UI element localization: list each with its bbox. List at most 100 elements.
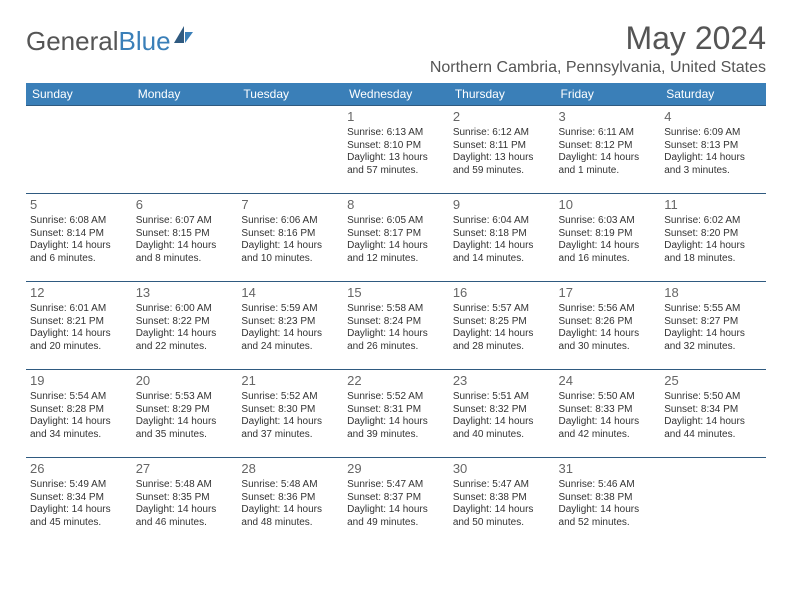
daylight-text: and 39 minutes. xyxy=(347,429,445,442)
sunset-text: Sunset: 8:23 PM xyxy=(241,316,339,329)
day-number: 31 xyxy=(559,461,657,477)
daylight-text: Daylight: 14 hours xyxy=(559,416,657,429)
day-header: Monday xyxy=(132,83,238,106)
daylight-text: and 8 minutes. xyxy=(136,253,234,266)
calendar-cell: 30Sunrise: 5:47 AMSunset: 8:38 PMDayligh… xyxy=(449,458,555,546)
sunset-text: Sunset: 8:19 PM xyxy=(559,228,657,241)
calendar-cell: 27Sunrise: 5:48 AMSunset: 8:35 PMDayligh… xyxy=(132,458,238,546)
sunset-text: Sunset: 8:36 PM xyxy=(241,492,339,505)
sunset-text: Sunset: 8:38 PM xyxy=(559,492,657,505)
calendar-cell: 12Sunrise: 6:01 AMSunset: 8:21 PMDayligh… xyxy=(26,282,132,370)
sunrise-text: Sunrise: 5:48 AM xyxy=(136,479,234,492)
sunset-text: Sunset: 8:22 PM xyxy=(136,316,234,329)
sunrise-text: Sunrise: 5:56 AM xyxy=(559,303,657,316)
daylight-text: and 57 minutes. xyxy=(347,165,445,178)
day-header: Sunday xyxy=(26,83,132,106)
logo-sail-icon xyxy=(173,21,195,52)
daylight-text: Daylight: 14 hours xyxy=(136,416,234,429)
day-number: 10 xyxy=(559,197,657,213)
sunrise-text: Sunrise: 5:51 AM xyxy=(453,391,551,404)
daylight-text: and 48 minutes. xyxy=(241,517,339,530)
daylight-text: and 20 minutes. xyxy=(30,341,128,354)
day-header: Wednesday xyxy=(343,83,449,106)
sunset-text: Sunset: 8:14 PM xyxy=(30,228,128,241)
logo-text-1: General xyxy=(26,26,119,57)
location-text: Northern Cambria, Pennsylvania, United S… xyxy=(430,59,766,77)
daylight-text: and 14 minutes. xyxy=(453,253,551,266)
day-header-row: SundayMondayTuesdayWednesdayThursdayFrid… xyxy=(26,83,766,106)
sunrise-text: Sunrise: 5:49 AM xyxy=(30,479,128,492)
sunrise-text: Sunrise: 5:58 AM xyxy=(347,303,445,316)
sunset-text: Sunset: 8:16 PM xyxy=(241,228,339,241)
day-header: Saturday xyxy=(660,83,766,106)
sunset-text: Sunset: 8:25 PM xyxy=(453,316,551,329)
daylight-text: Daylight: 14 hours xyxy=(664,416,762,429)
logo: GeneralBlue xyxy=(26,20,195,57)
sunrise-text: Sunrise: 6:13 AM xyxy=(347,127,445,140)
day-number: 8 xyxy=(347,197,445,213)
sunrise-text: Sunrise: 6:11 AM xyxy=(559,127,657,140)
sunrise-text: Sunrise: 5:53 AM xyxy=(136,391,234,404)
day-number: 20 xyxy=(136,373,234,389)
sunset-text: Sunset: 8:28 PM xyxy=(30,404,128,417)
calendar-cell: 25Sunrise: 5:50 AMSunset: 8:34 PMDayligh… xyxy=(660,370,766,458)
calendar-cell: 24Sunrise: 5:50 AMSunset: 8:33 PMDayligh… xyxy=(555,370,661,458)
sunrise-text: Sunrise: 5:52 AM xyxy=(241,391,339,404)
calendar-cell: 14Sunrise: 5:59 AMSunset: 8:23 PMDayligh… xyxy=(237,282,343,370)
sunrise-text: Sunrise: 6:07 AM xyxy=(136,215,234,228)
daylight-text: Daylight: 14 hours xyxy=(241,328,339,341)
daylight-text: Daylight: 14 hours xyxy=(136,328,234,341)
calendar-cell: 21Sunrise: 5:52 AMSunset: 8:30 PMDayligh… xyxy=(237,370,343,458)
sunrise-text: Sunrise: 5:52 AM xyxy=(347,391,445,404)
calendar-week-row: 26Sunrise: 5:49 AMSunset: 8:34 PMDayligh… xyxy=(26,458,766,546)
sunrise-text: Sunrise: 5:50 AM xyxy=(559,391,657,404)
sunset-text: Sunset: 8:21 PM xyxy=(30,316,128,329)
daylight-text: and 40 minutes. xyxy=(453,429,551,442)
daylight-text: and 30 minutes. xyxy=(559,341,657,354)
daylight-text: Daylight: 14 hours xyxy=(664,240,762,253)
daylight-text: Daylight: 14 hours xyxy=(241,240,339,253)
calendar-cell: 26Sunrise: 5:49 AMSunset: 8:34 PMDayligh… xyxy=(26,458,132,546)
daylight-text: and 59 minutes. xyxy=(453,165,551,178)
day-number: 15 xyxy=(347,285,445,301)
sunset-text: Sunset: 8:13 PM xyxy=(664,140,762,153)
sunset-text: Sunset: 8:24 PM xyxy=(347,316,445,329)
calendar-cell: 3Sunrise: 6:11 AMSunset: 8:12 PMDaylight… xyxy=(555,106,661,194)
sunrise-text: Sunrise: 6:02 AM xyxy=(664,215,762,228)
sunset-text: Sunset: 8:20 PM xyxy=(664,228,762,241)
daylight-text: Daylight: 14 hours xyxy=(347,416,445,429)
daylight-text: and 37 minutes. xyxy=(241,429,339,442)
daylight-text: Daylight: 14 hours xyxy=(241,504,339,517)
day-number: 17 xyxy=(559,285,657,301)
sunset-text: Sunset: 8:32 PM xyxy=(453,404,551,417)
daylight-text: Daylight: 14 hours xyxy=(559,504,657,517)
daylight-text: Daylight: 14 hours xyxy=(347,240,445,253)
day-number: 30 xyxy=(453,461,551,477)
daylight-text: Daylight: 14 hours xyxy=(453,328,551,341)
day-number: 1 xyxy=(347,109,445,125)
daylight-text: and 12 minutes. xyxy=(347,253,445,266)
daylight-text: and 16 minutes. xyxy=(559,253,657,266)
calendar-cell: 9Sunrise: 6:04 AMSunset: 8:18 PMDaylight… xyxy=(449,194,555,282)
day-number: 23 xyxy=(453,373,551,389)
calendar-page: GeneralBlue May 2024 Northern Cambria, P… xyxy=(0,0,792,556)
daylight-text: Daylight: 14 hours xyxy=(559,328,657,341)
daylight-text: Daylight: 14 hours xyxy=(347,504,445,517)
sunset-text: Sunset: 8:38 PM xyxy=(453,492,551,505)
calendar-cell: 19Sunrise: 5:54 AMSunset: 8:28 PMDayligh… xyxy=(26,370,132,458)
calendar-cell: 22Sunrise: 5:52 AMSunset: 8:31 PMDayligh… xyxy=(343,370,449,458)
daylight-text: and 52 minutes. xyxy=(559,517,657,530)
calendar-cell: 18Sunrise: 5:55 AMSunset: 8:27 PMDayligh… xyxy=(660,282,766,370)
calendar-cell: 4Sunrise: 6:09 AMSunset: 8:13 PMDaylight… xyxy=(660,106,766,194)
calendar-cell: 2Sunrise: 6:12 AMSunset: 8:11 PMDaylight… xyxy=(449,106,555,194)
day-number: 24 xyxy=(559,373,657,389)
day-header: Thursday xyxy=(449,83,555,106)
sunrise-text: Sunrise: 5:59 AM xyxy=(241,303,339,316)
daylight-text: and 3 minutes. xyxy=(664,165,762,178)
day-number: 11 xyxy=(664,197,762,213)
daylight-text: Daylight: 14 hours xyxy=(664,328,762,341)
daylight-text: Daylight: 14 hours xyxy=(347,328,445,341)
daylight-text: Daylight: 14 hours xyxy=(30,328,128,341)
sunrise-text: Sunrise: 6:09 AM xyxy=(664,127,762,140)
daylight-text: and 10 minutes. xyxy=(241,253,339,266)
